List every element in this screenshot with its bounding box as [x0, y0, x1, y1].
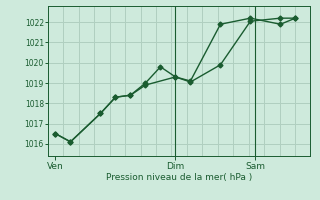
X-axis label: Pression niveau de la mer( hPa ): Pression niveau de la mer( hPa ) [106, 173, 252, 182]
